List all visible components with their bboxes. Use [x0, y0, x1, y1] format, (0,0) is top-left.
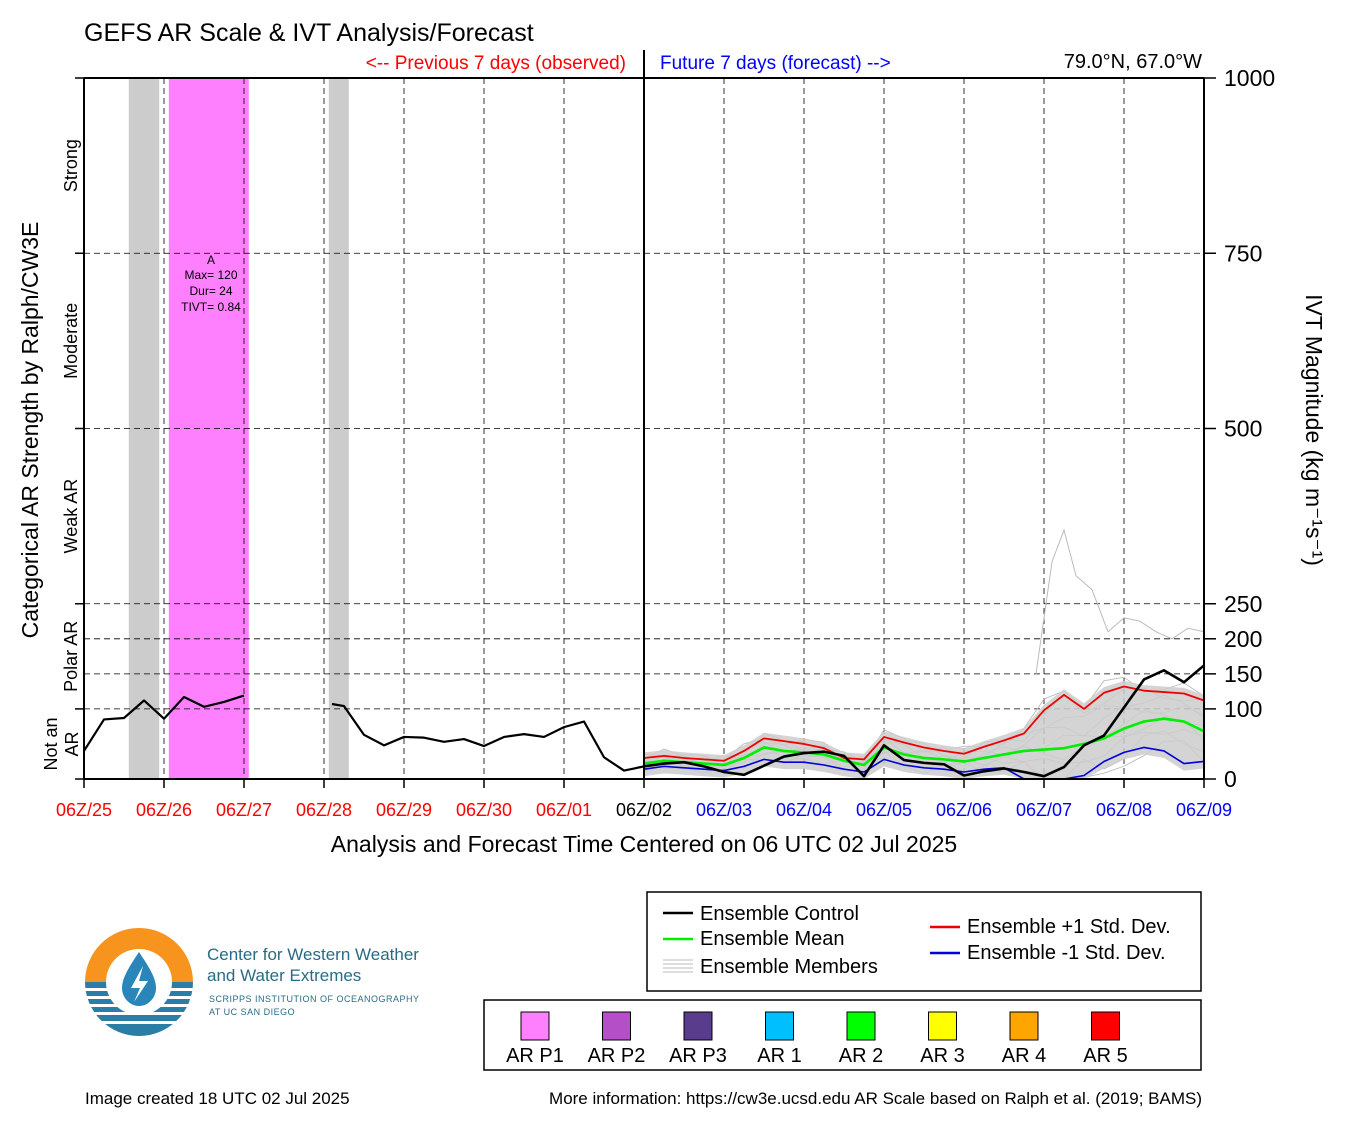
- logo-line3: SCRIPPS INSTITUTION OF OCEANOGRAPHY: [209, 994, 420, 1004]
- footer-created: Image created 18 UTC 02 Jul 2025: [85, 1089, 350, 1108]
- category-label: Strong: [61, 139, 81, 192]
- scale-label: AR P1: [506, 1045, 564, 1067]
- x-tick-label: 06Z/29: [376, 800, 432, 820]
- location-label: 79.0°N, 67.0°W: [1064, 51, 1202, 73]
- series-mean: [643, 717, 1205, 767]
- x-tick-label: 06Z/02: [616, 800, 672, 820]
- legend-control-label: Ensemble Control: [700, 903, 859, 925]
- x-tick-label: 06Z/03: [696, 800, 752, 820]
- event-duration: Dur= 24: [189, 284, 232, 298]
- x-tick-label: 06Z/27: [216, 800, 272, 820]
- category-label: Weak AR: [61, 479, 81, 554]
- scale-swatch-ar-p3: [683, 1011, 713, 1041]
- y-tick-label: 100: [1224, 696, 1262, 722]
- y-axis-label-right: IVT Magnitude (kg m⁻¹s⁻¹): [1301, 294, 1327, 566]
- lightning-icon: [131, 966, 148, 1002]
- x-tick-label: 06Z/05: [856, 800, 912, 820]
- x-tick-label: 06Z/06: [936, 800, 992, 820]
- previous-days-label: <-- Previous 7 days (observed): [366, 53, 626, 74]
- x-tick-label: 06Z/28: [296, 800, 352, 820]
- ar-event-annotation: A Max= 120 Dur= 24 TIVT= 0.84: [181, 253, 241, 314]
- scale-swatch-ar-1: [765, 1011, 794, 1041]
- observed-line-1: [331, 702, 645, 772]
- y-tick-label: 0: [1224, 766, 1237, 792]
- y-axis-label-left: Categorical AR Strength by Ralph/CW3E: [17, 222, 43, 639]
- legend-members-label: Ensemble Members: [700, 956, 878, 978]
- scale-label: AR 5: [1083, 1045, 1127, 1067]
- x-tick-label: 06Z/25: [56, 800, 112, 820]
- category-label: Moderate: [61, 303, 81, 379]
- spread-area: [644, 680, 1204, 779]
- legend-mean-label: Ensemble Mean: [700, 928, 845, 950]
- scale-label: AR 2: [839, 1045, 883, 1067]
- scale-label: AR 3: [920, 1045, 964, 1067]
- scale-swatch-ar-p2: [602, 1011, 631, 1041]
- legend-plus-sd-label: Ensemble +1 Std. Dev.: [967, 916, 1171, 938]
- y-tick-label: 250: [1224, 591, 1262, 617]
- y-tick-label: 750: [1224, 240, 1262, 266]
- x-tick-label: 06Z/04: [776, 800, 832, 820]
- scale-label: AR 1: [757, 1045, 801, 1067]
- scale-swatch-ar-4: [1009, 1011, 1039, 1041]
- x-tick-label: 06Z/09: [1176, 800, 1232, 820]
- category-labels: Not an AR Polar AR Weak AR Moderate Strong: [41, 77, 84, 780]
- event-max: Max= 120: [184, 268, 237, 282]
- event-id: A: [207, 253, 215, 267]
- scale-label: AR P2: [588, 1045, 646, 1067]
- series-control: [643, 664, 1205, 778]
- series-lines: [83, 664, 1205, 780]
- member-line-peak: [1035, 528, 1205, 674]
- x-tick-label: 06Z/26: [136, 800, 192, 820]
- y-tick-label: 200: [1224, 626, 1262, 652]
- legend-minus-sd-label: Ensemble -1 Std. Dev.: [967, 942, 1166, 964]
- scale-swatch-ar-2: [846, 1011, 876, 1041]
- ensemble-spread: [644, 680, 1204, 779]
- logo-line1: Center for Western Weather: [207, 945, 419, 964]
- category-label: AR: [62, 731, 82, 756]
- x-tick-labels: 06Z/25 06Z/26 06Z/27 06Z/28 06Z/29 06Z/30 06Z/…: [56, 779, 1232, 820]
- cw3e-logo: Center for Western Weather and Water Ext…: [85, 928, 420, 1036]
- scale-swatch-ar-p1: [520, 1011, 550, 1041]
- x-tick-label: 06Z/07: [1016, 800, 1072, 820]
- ar-scale-legend: AR P1 AR P2 AR P3 AR 1 AR 2 AR 3 AR 4 AR 5: [483, 999, 1202, 1071]
- legend-members-swatch: [663, 959, 693, 973]
- scale-swatch-ar-3: [928, 1011, 957, 1041]
- y-tick-label: 1000: [1224, 65, 1275, 91]
- chart-title: GEFS AR Scale & IVT Analysis/Forecast: [84, 19, 534, 47]
- x-axis-label: Analysis and Forecast Time Centered on 0…: [331, 831, 957, 857]
- series-minus-sd: [643, 746, 1205, 780]
- y-tick-label: 150: [1224, 661, 1262, 687]
- event-tivt: TIVT= 0.84: [181, 300, 241, 314]
- footer-info: More information: https://cw3e.ucsd.edu …: [549, 1089, 1202, 1108]
- x-tick-label: 06Z/01: [536, 800, 592, 820]
- series-legend: Ensemble Control Ensemble Mean Ensemble …: [646, 891, 1202, 992]
- x-tick-label: 06Z/30: [456, 800, 512, 820]
- scale-label: AR 4: [1002, 1045, 1046, 1067]
- category-label: Polar AR: [61, 621, 81, 692]
- logo-line2: and Water Extremes: [207, 966, 361, 985]
- scale-swatch-ar-5: [1091, 1011, 1120, 1041]
- series-plus-sd: [643, 685, 1205, 762]
- y-tick-label: 500: [1224, 416, 1262, 442]
- y-tick-labels: 0 100 150 200 250 500 750 1000: [1204, 65, 1275, 792]
- observed-line-0: [83, 694, 245, 752]
- scale-label: AR P3: [669, 1045, 727, 1067]
- plot-frame: [83, 50, 1205, 780]
- logo-line4: AT UC SAN DIEGO: [209, 1007, 295, 1017]
- x-tick-label: 06Z/08: [1096, 800, 1152, 820]
- category-label: Not an: [41, 717, 61, 770]
- future-days-label: Future 7 days (forecast) -->: [660, 53, 891, 74]
